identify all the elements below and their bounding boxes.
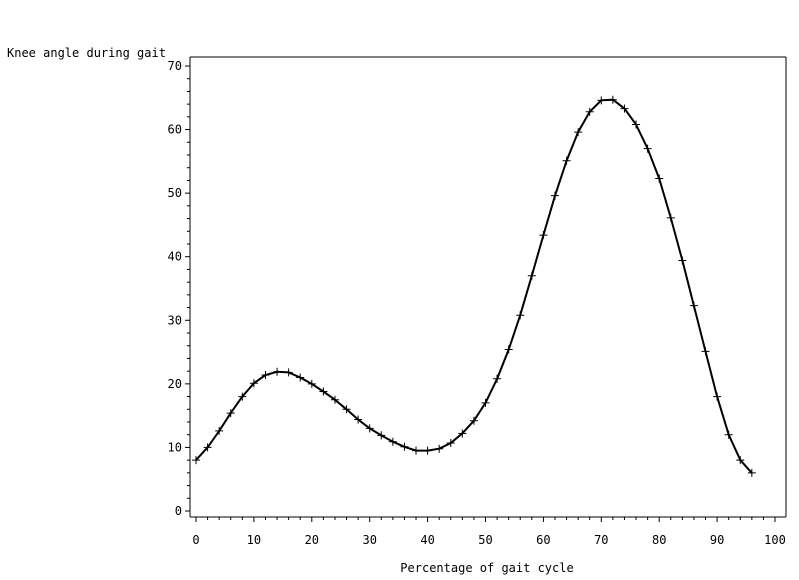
data-point-marker bbox=[481, 398, 490, 407]
data-point-marker bbox=[435, 444, 444, 453]
data-point-marker bbox=[655, 174, 664, 183]
data-point-marker bbox=[689, 301, 698, 310]
y-tick-label: 20 bbox=[168, 377, 182, 391]
data-point-marker bbox=[608, 95, 617, 104]
data-point-marker bbox=[574, 128, 583, 137]
data-point-marker bbox=[643, 144, 652, 153]
y-tick-label: 60 bbox=[168, 123, 182, 137]
data-point-marker bbox=[678, 256, 687, 265]
data-point-marker bbox=[620, 104, 629, 113]
x-tick-label: 50 bbox=[478, 533, 492, 547]
x-tick-label: 100 bbox=[764, 533, 786, 547]
data-point-marker bbox=[597, 96, 606, 105]
data-point-marker bbox=[423, 446, 432, 455]
data-point-marker bbox=[226, 409, 235, 418]
data-point-marker bbox=[354, 415, 363, 424]
y-tick-label: 70 bbox=[168, 59, 182, 73]
data-point-marker bbox=[388, 437, 397, 446]
data-point-marker bbox=[400, 442, 409, 451]
y-tick-label: 50 bbox=[168, 186, 182, 200]
x-tick-label: 30 bbox=[362, 533, 376, 547]
data-point-marker bbox=[215, 426, 224, 435]
data-point-marker bbox=[273, 367, 282, 376]
data-point-marker bbox=[330, 395, 339, 404]
data-point-marker bbox=[307, 379, 316, 388]
data-point-marker bbox=[296, 373, 305, 382]
y-tick-label: 10 bbox=[168, 440, 182, 454]
x-tick-label: 60 bbox=[536, 533, 550, 547]
data-point-marker bbox=[203, 443, 212, 452]
data-point-marker bbox=[724, 430, 733, 439]
x-tick-label: 40 bbox=[420, 533, 434, 547]
x-tick-label: 90 bbox=[710, 533, 724, 547]
data-point-marker bbox=[527, 271, 536, 280]
data-point-marker bbox=[342, 405, 351, 414]
data-point-marker bbox=[632, 120, 641, 129]
data-point-marker bbox=[319, 387, 328, 396]
data-point-marker bbox=[192, 456, 200, 465]
x-axis-ticks: 0 10 20 30 40 50 60 70 80 90 100 bbox=[192, 517, 786, 547]
data-point-marker bbox=[261, 370, 270, 379]
data-point-marker bbox=[412, 446, 421, 455]
data-point-marker bbox=[713, 392, 722, 401]
x-tick-label: 20 bbox=[305, 533, 319, 547]
data-point-marker bbox=[701, 347, 710, 356]
data-point-marker bbox=[585, 107, 594, 116]
x-tick-label: 80 bbox=[652, 533, 666, 547]
data-point-marker bbox=[238, 392, 247, 401]
data-point-marker bbox=[666, 213, 675, 222]
data-point-marker bbox=[736, 456, 745, 465]
data-point-marker bbox=[550, 191, 559, 200]
data-point-marker bbox=[446, 438, 455, 447]
x-axis-label: Percentage of gait cycle bbox=[400, 561, 573, 575]
series-markers bbox=[192, 95, 756, 477]
data-point-marker bbox=[747, 468, 756, 477]
data-point-marker bbox=[504, 345, 513, 354]
y-tick-label: 40 bbox=[168, 250, 182, 264]
data-point-marker bbox=[284, 368, 293, 377]
y-tick-label: 0 bbox=[175, 504, 182, 518]
data-point-marker bbox=[458, 429, 467, 438]
x-tick-label: 10 bbox=[247, 533, 261, 547]
data-point-marker bbox=[516, 311, 525, 320]
data-point-marker bbox=[365, 424, 374, 433]
data-point-marker bbox=[249, 379, 258, 388]
x-tick-label: 70 bbox=[594, 533, 608, 547]
data-point-marker bbox=[469, 416, 478, 425]
data-point-marker bbox=[562, 156, 571, 165]
data-point-marker bbox=[377, 431, 386, 440]
y-tick-label: 30 bbox=[168, 313, 182, 327]
x-tick-label: 0 bbox=[192, 533, 199, 547]
y-axis-label: Knee angle during gait bbox=[7, 46, 166, 60]
data-point-marker bbox=[493, 374, 502, 383]
data-point-marker bbox=[539, 231, 548, 240]
y-axis-ticks: 0 10 20 30 40 50 60 70 bbox=[168, 59, 190, 518]
plot-frame bbox=[189, 56, 787, 518]
